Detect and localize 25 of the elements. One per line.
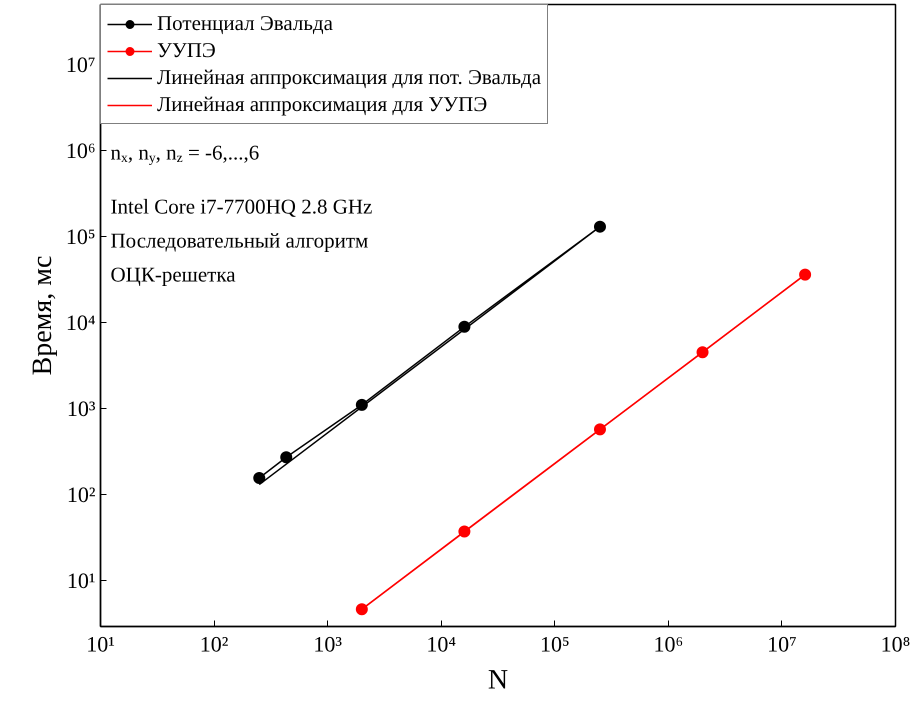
y-tick-label: 10² <box>66 482 96 507</box>
x-tick-label: 10⁴ <box>426 632 456 656</box>
y-tick-label: 10⁷ <box>66 52 96 78</box>
legend-label: Потенциал Эвальда <box>157 11 333 36</box>
x-tick-label: 10³ <box>313 632 342 656</box>
y-tick-label: 10¹ <box>66 568 96 593</box>
legend-label: Линейная аппроксимация для УУПЭ <box>157 92 488 117</box>
x-tick-label: 10⁶ <box>654 632 684 656</box>
y-tick-label: 10⁵ <box>66 224 96 249</box>
annotation: Последовательный алгоритм <box>110 228 368 252</box>
annotation: ОЦК-решетка <box>110 262 236 286</box>
x-tick-label: 10⁷ <box>767 632 797 656</box>
y-tick-label: 10⁶ <box>66 138 96 164</box>
x-tick-label: 10² <box>200 632 229 656</box>
annotation: nx, ny, nz = -6,...,6 <box>110 140 260 165</box>
x-tick-label: 10¹ <box>86 632 115 656</box>
x-tick-label: 10⁸ <box>880 632 910 656</box>
annotation: Intel Core i7-7700HQ 2.8 GHz <box>110 194 372 218</box>
y-axis-title: Время, мс <box>26 256 58 376</box>
legend-label: УУПЭ <box>157 38 216 63</box>
y-tick-label: 10³ <box>66 396 96 421</box>
legend-label: Линейная аппроксимация для пот. Эвальда <box>157 65 542 90</box>
x-axis-title: N <box>488 664 508 696</box>
y-tick-label: 10⁴ <box>66 310 96 335</box>
x-tick-label: 10⁵ <box>540 632 570 656</box>
